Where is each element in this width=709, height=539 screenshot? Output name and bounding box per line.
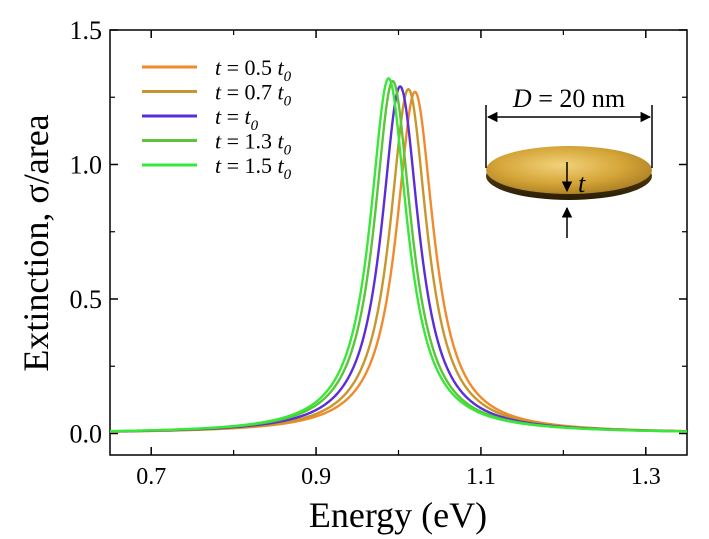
legend-label-subscript: 0 xyxy=(251,118,259,134)
diameter-label-symbol: D xyxy=(512,84,532,113)
y-tick-label: 1.5 xyxy=(70,16,103,45)
legend-label-lead: t xyxy=(215,129,222,154)
x-tick-label: 0.7 xyxy=(136,464,166,490)
series-lines xyxy=(110,77,687,433)
x-tick-label: 1.1 xyxy=(466,464,496,490)
legend-label-mid: = 0.5 xyxy=(221,55,277,80)
legend-label-lead: t xyxy=(215,80,222,105)
legend: t = 0.5 t0t = 0.7 t0t = t0t = 1.3 t0t = … xyxy=(142,55,292,183)
legend-label-0: t = 0.5 t0 xyxy=(215,55,292,85)
legend-label-symbol: t xyxy=(278,153,285,178)
legend-label-subscript: 0 xyxy=(284,143,292,159)
legend-label-2: t = t0 xyxy=(215,104,259,134)
series-line-4 xyxy=(110,77,687,433)
legend-label-subscript: 0 xyxy=(284,167,292,183)
diameter-label: D = 20 nm xyxy=(512,84,625,113)
legend-label-mid: = 1.5 xyxy=(221,153,277,178)
x-axis-label: Energy (eV) xyxy=(309,495,487,535)
legend-label-symbol: t xyxy=(245,104,252,129)
nanodisk-inset: D = 20 nm t xyxy=(485,84,653,238)
legend-label-subscript: 0 xyxy=(284,94,292,110)
legend-label-symbol: t xyxy=(278,55,285,80)
legend-label-mid: = xyxy=(221,104,244,129)
y-tick-label: 1.0 xyxy=(70,150,103,179)
y-tick-label: 0.5 xyxy=(70,285,103,314)
disk-top xyxy=(486,146,652,194)
legend-label-3: t = 1.3 t0 xyxy=(215,129,292,159)
legend-label-symbol: t xyxy=(278,129,285,154)
diameter-label-value: = 20 nm xyxy=(532,84,625,113)
y-tick-label: 0.0 xyxy=(70,419,103,448)
x-tick-label: 1.3 xyxy=(631,464,661,490)
legend-label-lead: t xyxy=(215,55,222,80)
legend-label-mid: = 1.3 xyxy=(221,129,277,154)
x-tick-label: 0.9 xyxy=(301,464,331,490)
legend-label-lead: t xyxy=(215,153,222,178)
y-axis-label: Extinction, σ/area xyxy=(16,114,56,371)
legend-label-1: t = 0.7 t0 xyxy=(215,80,292,110)
legend-label-symbol: t xyxy=(278,80,285,105)
legend-label-lead: t xyxy=(215,104,222,129)
thickness-label: t xyxy=(578,169,586,198)
axis-ticks: 0.7 0.9 1.1 1.3 0.0 0.5 1.0 1.5 xyxy=(70,16,687,490)
legend-label-subscript: 0 xyxy=(284,69,292,85)
legend-label-mid: = 0.7 xyxy=(221,80,277,105)
legend-label-4: t = 1.5 t0 xyxy=(215,153,292,183)
